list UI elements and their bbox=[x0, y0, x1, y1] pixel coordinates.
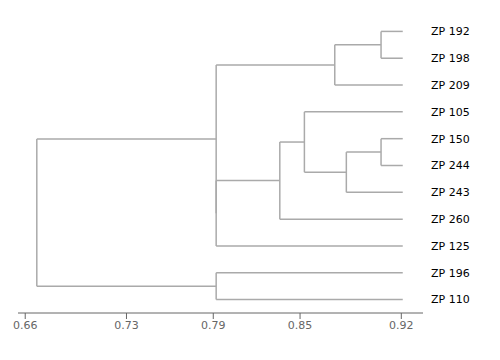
svg-text:ZP 150: ZP 150 bbox=[431, 133, 470, 146]
svg-text:0.79: 0.79 bbox=[201, 319, 226, 332]
svg-text:ZP 105: ZP 105 bbox=[431, 106, 470, 119]
svg-text:ZP 260: ZP 260 bbox=[431, 213, 470, 226]
svg-text:ZP 198: ZP 198 bbox=[431, 52, 470, 65]
svg-text:0.66: 0.66 bbox=[13, 319, 38, 332]
svg-text:ZP 110: ZP 110 bbox=[431, 293, 470, 306]
svg-text:0.92: 0.92 bbox=[389, 319, 414, 332]
svg-text:0.85: 0.85 bbox=[288, 319, 313, 332]
svg-text:ZP 209: ZP 209 bbox=[431, 79, 470, 92]
svg-text:ZP 244: ZP 244 bbox=[431, 159, 470, 172]
svg-text:0.73: 0.73 bbox=[114, 319, 139, 332]
svg-text:ZP 196: ZP 196 bbox=[431, 267, 470, 280]
svg-text:ZP 243: ZP 243 bbox=[431, 186, 470, 199]
svg-text:ZP 192: ZP 192 bbox=[431, 25, 470, 38]
svg-text:ZP 125: ZP 125 bbox=[431, 240, 470, 253]
